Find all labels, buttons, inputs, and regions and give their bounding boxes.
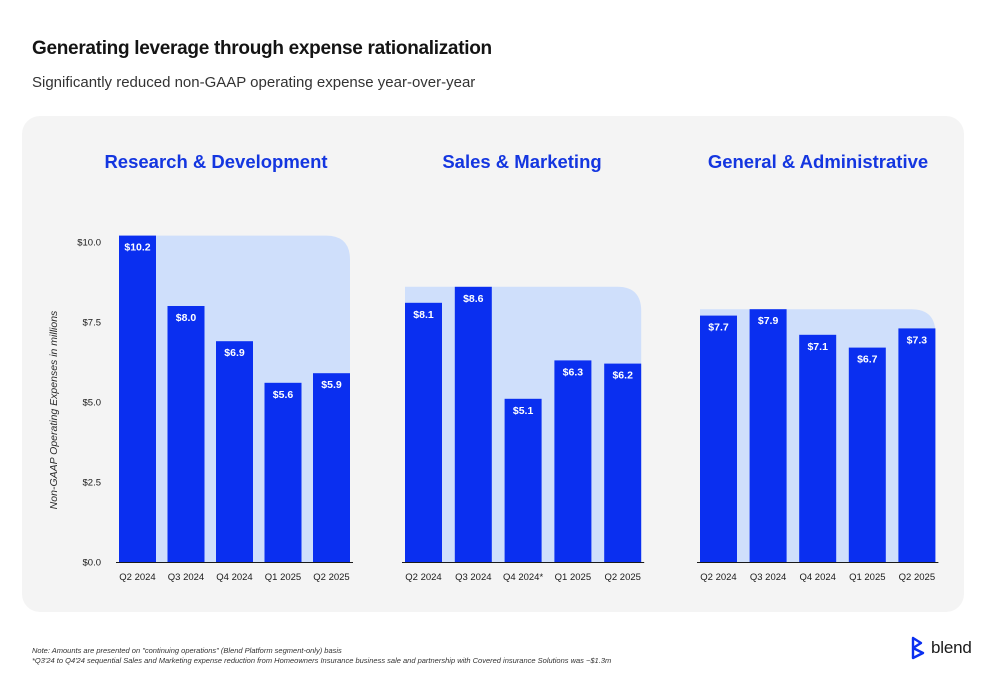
bar bbox=[504, 398, 542, 562]
x-tick-label: Q2 2024 bbox=[405, 572, 441, 583]
x-tick-label: Q2 2025 bbox=[899, 572, 935, 583]
y-tick-label: $2.5 bbox=[83, 478, 102, 489]
y-tick-label: $0.0 bbox=[83, 558, 102, 569]
data-label: $8.0 bbox=[176, 312, 197, 324]
data-label: $5.6 bbox=[273, 389, 294, 401]
x-tick-label: Q3 2024 bbox=[168, 572, 204, 583]
bar bbox=[454, 286, 492, 562]
blend-logo-icon bbox=[911, 636, 925, 660]
page-title: Generating leverage through expense rati… bbox=[32, 38, 492, 59]
data-label: $7.3 bbox=[907, 334, 928, 346]
x-tick-label: Q2 2024 bbox=[700, 572, 736, 583]
x-tick-label: Q3 2024 bbox=[750, 572, 786, 583]
page-subtitle: Significantly reduced non-GAAP operating… bbox=[32, 74, 476, 91]
data-label: $6.7 bbox=[857, 354, 878, 366]
bar bbox=[264, 382, 302, 562]
data-label: $7.7 bbox=[708, 322, 729, 334]
bar bbox=[313, 373, 350, 562]
x-tick-label: Q4 2024 bbox=[216, 572, 252, 583]
bar bbox=[167, 306, 205, 562]
logo-text: blend bbox=[931, 638, 972, 657]
data-label: $8.1 bbox=[413, 309, 434, 321]
data-label: $10.2 bbox=[124, 242, 150, 254]
data-label: $5.9 bbox=[321, 379, 342, 391]
y-axis-label: Non-GAAP Operating Expenses in millions bbox=[48, 310, 60, 509]
blend-logo: blend bbox=[910, 636, 972, 660]
y-tick-label: $5.0 bbox=[83, 398, 102, 409]
bar bbox=[898, 328, 936, 562]
chart-title: Sales & Marketing bbox=[442, 151, 601, 172]
data-label: $8.6 bbox=[463, 293, 484, 305]
y-tick-label: $10.0 bbox=[77, 238, 101, 249]
y-tick-label: $7.5 bbox=[83, 318, 102, 329]
data-label: $6.3 bbox=[563, 366, 584, 378]
x-tick-label: Q3 2024 bbox=[455, 572, 491, 583]
bar bbox=[749, 309, 787, 562]
chart-title: Research & Development bbox=[104, 151, 327, 172]
data-label: $5.1 bbox=[513, 405, 534, 417]
bar bbox=[604, 363, 642, 562]
x-tick-label: Q2 2025 bbox=[313, 572, 349, 583]
footnotes: Note: Amounts are presented on "continui… bbox=[32, 646, 611, 666]
bar bbox=[700, 315, 737, 562]
bar bbox=[799, 334, 837, 562]
data-label: $6.9 bbox=[224, 347, 245, 359]
bar bbox=[119, 235, 156, 562]
bar bbox=[554, 360, 592, 562]
x-tick-label: Q4 2024* bbox=[503, 572, 543, 583]
x-tick-label: Q2 2024 bbox=[119, 572, 155, 583]
footnote-note: Note: Amounts are presented on "continui… bbox=[32, 646, 342, 655]
bar bbox=[216, 341, 253, 562]
data-label: $7.1 bbox=[807, 341, 828, 353]
bar bbox=[405, 302, 442, 562]
x-tick-label: Q4 2024 bbox=[799, 572, 835, 583]
x-tick-label: Q1 2025 bbox=[555, 572, 591, 583]
chart-title: General & Administrative bbox=[708, 151, 928, 172]
x-tick-label: Q2 2025 bbox=[604, 572, 640, 583]
x-tick-label: Q1 2025 bbox=[849, 572, 885, 583]
data-label: $7.9 bbox=[758, 315, 779, 327]
data-label: $6.2 bbox=[612, 370, 633, 382]
bar bbox=[848, 347, 886, 562]
footnote-asterisk: *Q3'24 to Q4'24 sequential Sales and Mar… bbox=[32, 656, 612, 665]
x-tick-label: Q1 2025 bbox=[265, 572, 301, 583]
